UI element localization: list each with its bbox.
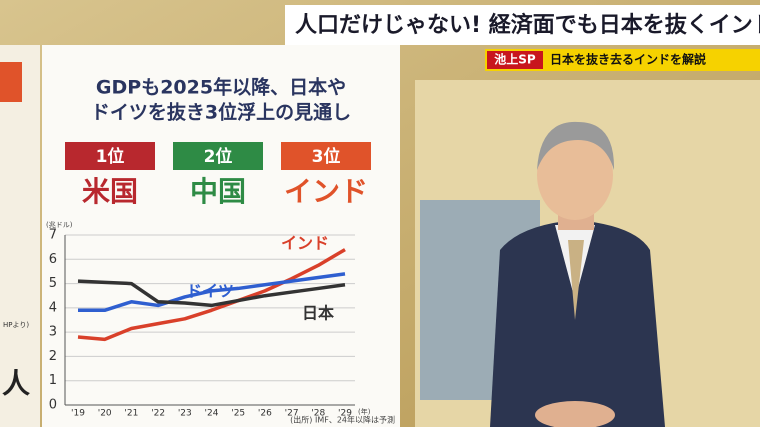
rank-box <box>173 142 263 170</box>
rank-label: 1位 <box>96 146 125 167</box>
program-label-box <box>487 51 543 69</box>
y-tick-label: 6 <box>49 252 57 267</box>
program-label: 池上SP <box>494 52 536 67</box>
x-tick-label: '23 <box>178 409 192 419</box>
side-note: HPより) <box>3 321 29 329</box>
x-tick-label: '28 <box>311 409 325 419</box>
y-tick-label: 3 <box>49 325 57 340</box>
x-tick-label: '29 <box>338 409 352 419</box>
x-tick-label: '22 <box>151 409 165 419</box>
x-tick-label: '20 <box>98 409 112 419</box>
y-tick-label: 2 <box>49 349 57 364</box>
y-tick-label: 4 <box>49 300 57 315</box>
x-tick-label: '24 <box>205 409 219 419</box>
board <box>42 45 400 427</box>
x-tick-label: '21 <box>124 409 138 419</box>
subtitle-bar <box>485 49 760 71</box>
y-tick-label: 1 <box>49 373 57 388</box>
rank-country: 米国 <box>82 175 138 208</box>
source: (出所) IMF、24年以降は予測 <box>290 415 395 425</box>
x-unit: (年) <box>358 407 371 416</box>
rank-label: 2位 <box>204 146 233 167</box>
x-tick-label: '19 <box>71 409 85 419</box>
headline: 人口だけじゃない! 経済面でも日本を抜くインド <box>295 12 760 38</box>
series-label: 日本 <box>302 304 334 323</box>
x-tick-label: '25 <box>231 409 245 419</box>
series-line <box>77 248 346 342</box>
rank-box <box>281 142 371 170</box>
rank-country: インド <box>284 175 368 208</box>
x-tick-label: '27 <box>285 409 299 419</box>
x-tick-label: '26 <box>258 409 272 419</box>
y-tick-label: 0 <box>49 398 57 413</box>
board-title: ドイツを抜き3位浮上の見通し <box>91 101 351 124</box>
y-tick-label: 5 <box>49 276 57 291</box>
rank-box <box>65 142 155 170</box>
y-tick-label: 7 <box>49 228 57 243</box>
series-line <box>77 279 346 308</box>
rank-country: 中国 <box>190 175 246 208</box>
series-label: ドイツ <box>186 282 234 301</box>
side-panel <box>0 45 40 427</box>
y-unit: (兆ドル) <box>46 220 73 229</box>
presenter <box>490 121 665 429</box>
series-label: インド <box>281 234 329 253</box>
side-text: 人 <box>2 367 30 400</box>
board-title: GDPも2025年以降、日本や <box>96 76 346 99</box>
headline-box <box>285 5 760 45</box>
rank-label: 3位 <box>312 146 341 167</box>
series-line <box>78 272 346 313</box>
subtitle: 日本を抜き去るインドを解説 <box>550 52 706 67</box>
side-accent <box>0 62 22 102</box>
